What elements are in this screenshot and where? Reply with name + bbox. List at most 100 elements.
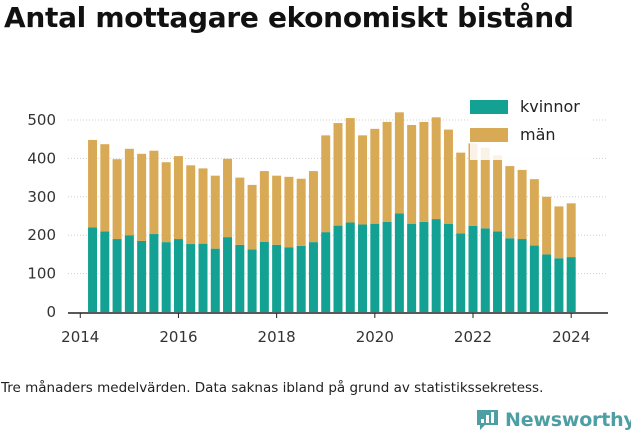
bar-kvinnor xyxy=(517,239,527,312)
bar-man xyxy=(272,175,282,245)
brand-name: Newsworthy xyxy=(505,409,631,431)
bar-kvinnor xyxy=(456,233,466,312)
chart-title: Antal mottagare ekonomiskt bistånd xyxy=(4,1,574,34)
bar-kvinnor xyxy=(321,232,331,312)
bar-kvinnor xyxy=(186,244,196,312)
bar-man xyxy=(554,206,564,259)
y-tick-label: 500 xyxy=(27,111,56,129)
bar-man xyxy=(173,156,183,240)
bar-man xyxy=(333,123,343,226)
bar-man xyxy=(112,159,122,240)
x-tick-label: 2016 xyxy=(159,328,197,346)
bar-kvinnor xyxy=(566,257,576,312)
bar-kvinnor xyxy=(272,244,282,312)
bar-kvinnor xyxy=(493,231,503,312)
bar-kvinnor xyxy=(259,241,269,312)
bar-kvinnor xyxy=(198,243,208,312)
x-tick-label: 2018 xyxy=(258,328,296,346)
bar-kvinnor xyxy=(112,239,122,312)
bar-kvinnor xyxy=(542,254,552,312)
bar-kvinnor xyxy=(419,221,429,312)
bar-man xyxy=(296,178,306,246)
bar-kvinnor xyxy=(100,231,110,312)
bar-man xyxy=(137,153,147,241)
bar-kvinnor xyxy=(358,224,368,312)
bar-man xyxy=(198,168,208,244)
bar-man xyxy=(394,112,404,214)
bar-man xyxy=(480,147,490,229)
bar-man xyxy=(308,171,318,243)
bar-kvinnor xyxy=(137,240,147,312)
bar-man xyxy=(542,196,552,255)
bar-kvinnor xyxy=(296,245,306,312)
x-tick-label: 2014 xyxy=(61,328,99,346)
y-tick-label: 300 xyxy=(27,188,56,206)
bar-kvinnor xyxy=(345,222,355,312)
bar-man xyxy=(186,165,196,245)
bar-man xyxy=(358,135,368,225)
bar-kvinnor xyxy=(529,245,539,312)
bar-man xyxy=(419,121,429,222)
bar-kvinnor xyxy=(308,242,318,312)
bar-man xyxy=(407,124,417,224)
x-tick-label: 2022 xyxy=(454,328,492,346)
bar-kvinnor xyxy=(333,225,343,312)
legend-swatch-kvinnor xyxy=(470,100,508,114)
bar-man xyxy=(284,176,294,248)
bar-man xyxy=(443,129,453,224)
bar-man xyxy=(493,155,503,232)
bar-kvinnor xyxy=(161,242,171,312)
y-tick-label: 0 xyxy=(46,303,56,321)
bar-kvinnor xyxy=(284,247,294,312)
bar-kvinnor xyxy=(407,223,417,312)
bar-kvinnor xyxy=(149,234,159,312)
bar-kvinnor xyxy=(223,237,233,312)
bar-kvinnor xyxy=(235,244,245,312)
y-tick-label: 200 xyxy=(27,226,56,244)
bar-man xyxy=(345,118,355,223)
y-tick-label: 400 xyxy=(27,149,56,167)
chart-caption: Tre månaders medelvärden. Data saknas ib… xyxy=(1,380,544,396)
bar-kvinnor xyxy=(443,223,453,312)
bar-kvinnor xyxy=(88,227,98,312)
bar-man xyxy=(223,158,233,238)
y-tick-label: 100 xyxy=(27,265,56,283)
bar-man xyxy=(259,171,269,242)
bar-man xyxy=(431,117,441,220)
bar-kvinnor xyxy=(173,239,183,312)
bar-man xyxy=(235,177,245,245)
bar-kvinnor xyxy=(124,235,134,312)
bar-man xyxy=(456,152,466,234)
bar-kvinnor xyxy=(554,258,564,312)
bar-man xyxy=(247,184,257,250)
legend-label-kvinnor: kvinnor xyxy=(520,97,580,116)
newsworthy-logo-icon xyxy=(477,410,498,430)
bar-man xyxy=(529,179,539,246)
legend: kvinnor män xyxy=(470,97,592,160)
x-axis: 2014 2016 2018 2020 2022 2024 xyxy=(61,312,608,346)
x-tick-label: 2024 xyxy=(552,328,590,346)
bar-man xyxy=(321,135,331,233)
bar-kvinnor xyxy=(394,213,404,312)
bar-man xyxy=(382,121,392,222)
bar-kvinnor xyxy=(382,221,392,312)
bar-man xyxy=(505,166,515,239)
bar-kvinnor xyxy=(247,249,257,312)
bar-man xyxy=(124,148,134,236)
bar-man xyxy=(88,139,98,228)
brand-logo: Newsworthy xyxy=(476,409,631,431)
bar-kvinnor xyxy=(210,248,220,312)
legend-swatch-man xyxy=(470,128,508,142)
legend-label-man: män xyxy=(520,125,556,144)
bar-man xyxy=(517,169,527,240)
y-axis: 0 100 200 300 400 500 xyxy=(27,111,56,321)
bar-kvinnor xyxy=(468,225,478,312)
bars xyxy=(88,112,576,312)
bar-man xyxy=(566,203,576,258)
bar-man xyxy=(161,162,171,243)
bar-kvinnor xyxy=(505,238,515,312)
bar-man xyxy=(100,144,110,232)
x-tick-label: 2020 xyxy=(356,328,394,346)
bar-man xyxy=(149,150,159,235)
